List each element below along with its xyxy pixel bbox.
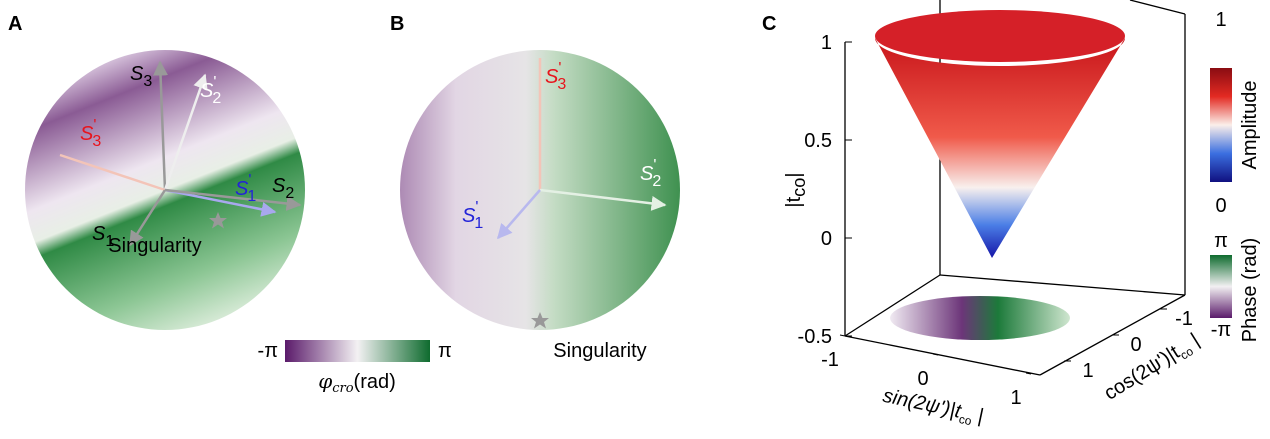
axis-sup: ' xyxy=(248,172,251,189)
axis-title: cos(2ψ')|tco | xyxy=(1100,329,1205,407)
tick-mark xyxy=(932,353,939,356)
y-tick-label: 0 xyxy=(1130,334,1141,356)
axis-title-sub: co xyxy=(789,178,809,197)
axis-sup: ' xyxy=(558,60,561,77)
colorbar-min: -π xyxy=(1211,319,1231,341)
panel-label: C xyxy=(762,13,776,35)
axis-label: S' 2 xyxy=(200,74,221,107)
cone xyxy=(875,38,1125,258)
tick-mark xyxy=(839,334,846,337)
phase-colorbar xyxy=(285,340,430,362)
axis-letter: S xyxy=(80,123,94,145)
axes-arrows xyxy=(59,58,667,247)
axis-letter: S xyxy=(235,178,249,200)
x-tick-label: 1 xyxy=(1010,387,1021,409)
axis-label: S' 1 xyxy=(462,199,483,232)
colorbar-max: π xyxy=(1214,230,1228,252)
axis-label: S2 xyxy=(272,175,294,202)
z-tick-label: 1 xyxy=(821,32,832,54)
axis-letter: S xyxy=(640,163,654,185)
colorbar-label: Amplitude xyxy=(1239,81,1261,170)
panel-label: B xyxy=(390,13,404,35)
phase-disk xyxy=(890,296,1070,340)
panel-label: A xyxy=(8,13,22,35)
axis-letter: S xyxy=(545,66,559,88)
axis-title-close: | xyxy=(971,404,986,428)
singularity-label: Singularity xyxy=(553,340,646,362)
axis-label: S3 xyxy=(130,63,152,90)
y-tick-label: 1 xyxy=(1082,360,1093,382)
axis-letter: S xyxy=(92,223,106,245)
z-tick-label: 0 xyxy=(821,228,832,250)
axis-sup: ' xyxy=(93,117,96,134)
x-tick-label: -1 xyxy=(821,349,839,371)
phi-sub: cro xyxy=(332,381,353,396)
axis-title-main: sin(2ψ')|t xyxy=(881,385,964,423)
colorbar-label: φcro(rad) xyxy=(318,369,396,396)
axis-sub: 3 xyxy=(557,76,566,93)
z-tick-label: 0.5 xyxy=(804,130,832,152)
colorbar-max: π xyxy=(438,340,452,362)
y-tick-label: -1 xyxy=(1175,308,1193,330)
axis-label: S' 3 xyxy=(80,117,101,150)
axis-sub: 1 xyxy=(474,215,483,232)
x-tick-label: 0 xyxy=(917,368,928,390)
phase-colorbar xyxy=(1210,255,1232,318)
axis-letter: S xyxy=(200,80,214,102)
amplitude-colorbar xyxy=(1210,68,1232,182)
axis-sup: ' xyxy=(653,157,656,174)
singularity-label: Singularity xyxy=(108,235,201,257)
colorbar-min: -π xyxy=(258,340,278,362)
axis-label: S' 3 xyxy=(545,60,566,93)
axis-letter: S xyxy=(272,175,286,197)
z-tick-label: -0.5 xyxy=(798,326,832,348)
axis-title: sin(2ψ')|tco | xyxy=(880,385,985,431)
axis-sub: 3 xyxy=(143,73,152,90)
axis-letter: S xyxy=(130,63,144,85)
axis-sup: ' xyxy=(213,74,216,91)
axis-sub: 2 xyxy=(285,185,294,202)
axis-letter: S xyxy=(462,205,476,227)
tick-mark xyxy=(1025,372,1032,375)
axis-label: S' 1 xyxy=(235,172,256,205)
axis-sup: ' xyxy=(475,199,478,216)
axis-label: S' 2 xyxy=(640,157,661,190)
colorbar-min: 0 xyxy=(1215,195,1226,217)
axis-title-main: |t xyxy=(783,196,805,207)
axis-sub: 1 xyxy=(247,188,256,205)
phi: φ xyxy=(318,369,332,393)
axis-title-sub: co xyxy=(958,412,974,428)
axis-sub: 1 xyxy=(105,233,114,250)
axis-sub: 3 xyxy=(92,133,101,150)
axis-title-main: cos(2ψ')|t xyxy=(1100,341,1184,405)
singularity-star xyxy=(531,312,549,329)
axis-sub: 2 xyxy=(212,90,221,107)
singularity-star xyxy=(209,212,227,229)
colorbar-max: 1 xyxy=(1215,9,1226,31)
axis-sub: 2 xyxy=(652,173,661,190)
cone-top xyxy=(875,10,1125,62)
colorbar-label: Phase (rad) xyxy=(1239,238,1261,343)
unit: (rad) xyxy=(354,371,396,393)
axis-title: |tco| xyxy=(783,172,809,207)
axis-title-close: | xyxy=(783,172,805,177)
axis-label: S1 xyxy=(92,223,114,250)
